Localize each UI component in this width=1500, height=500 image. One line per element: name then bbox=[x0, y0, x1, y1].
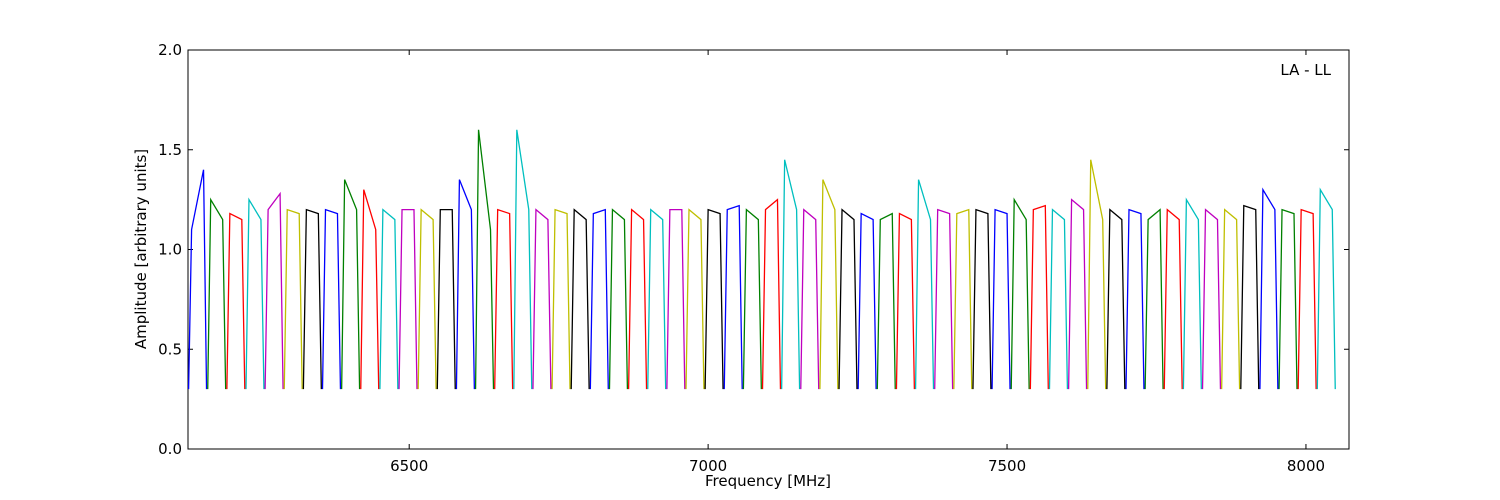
series-line bbox=[302, 204, 1260, 390]
x-tick-label: 7500 bbox=[988, 457, 1026, 475]
y-tick-label: 1.5 bbox=[158, 141, 182, 159]
x-axis-label: Frequency [MHz] bbox=[705, 472, 831, 490]
x-tick-label: 7000 bbox=[689, 457, 727, 475]
y-axis-label: Amplitude [arbitrary units] bbox=[132, 149, 150, 349]
annotation: LA - LL bbox=[1280, 61, 1331, 79]
plot-frame bbox=[187, 49, 1350, 450]
series-line bbox=[264, 191, 1222, 390]
y-tick-label: 0.5 bbox=[158, 340, 182, 358]
series-line bbox=[226, 189, 1317, 390]
series-line bbox=[207, 129, 1298, 390]
y-tick-label: 2.0 bbox=[158, 41, 182, 59]
x-tick-label: 6500 bbox=[390, 457, 428, 475]
series-line bbox=[283, 159, 1241, 390]
x-tick-label: 8000 bbox=[1287, 457, 1325, 475]
series-line bbox=[245, 129, 1336, 390]
y-tick-label: 1.0 bbox=[158, 241, 182, 259]
y-tick-label: 0.0 bbox=[158, 440, 182, 458]
series-line bbox=[187, 169, 1279, 390]
